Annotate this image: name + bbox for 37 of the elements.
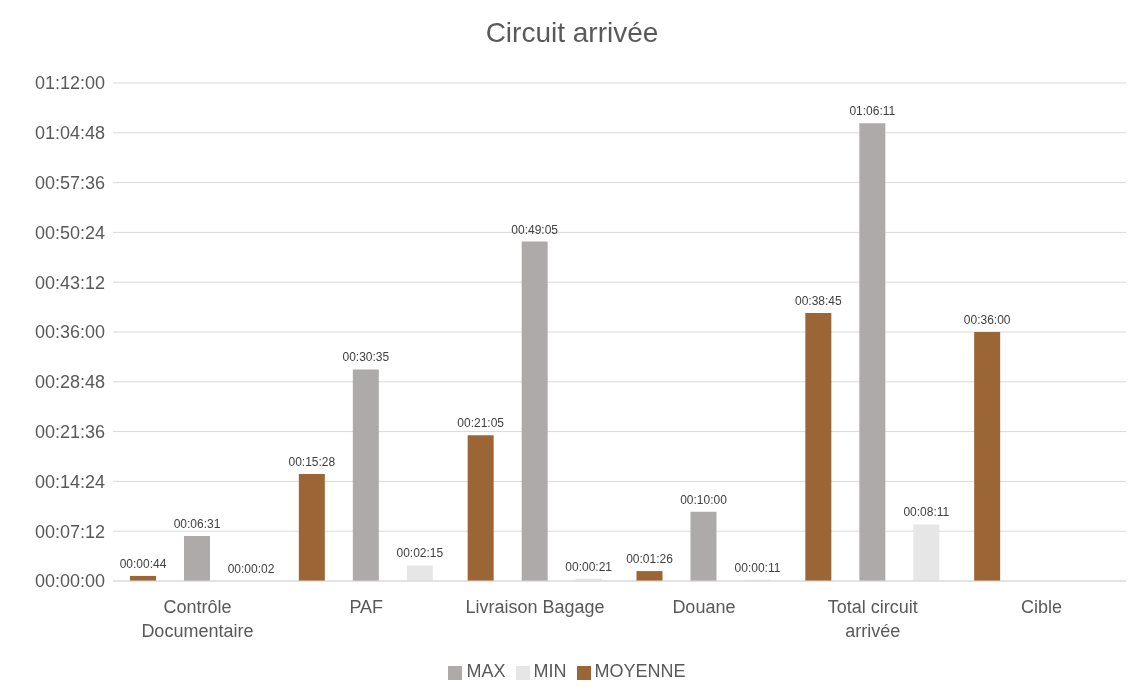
y-tick-label: 00:00:00 — [34, 571, 105, 592]
y-tick-label: 01:12:00 — [34, 73, 105, 94]
x-tick-label: Contrôle Documentaire — [141, 597, 254, 641]
data-label: 00:49:05 — [511, 222, 559, 237]
data-label: 00:38:45 — [794, 293, 843, 308]
data-label: 00:30:35 — [342, 350, 390, 365]
data-label: 00:08:11 — [903, 505, 950, 520]
data-label: 00:01:26 — [626, 552, 674, 567]
legend-label: MOYENNE — [594, 661, 686, 681]
y-tick-label: 00:21:36 — [34, 421, 105, 442]
data-label: 00:00:44 — [119, 556, 167, 571]
y-tick-label: 00:28:48 — [34, 372, 105, 393]
data-label: 00:00:21 — [565, 559, 613, 574]
legend-label: MAX — [466, 661, 506, 681]
chart-title: Circuit arrivée — [484, 16, 660, 50]
data-label: 00:15:28 — [288, 455, 336, 470]
y-tick-label: 00:50:24 — [34, 222, 105, 243]
x-tick-label: Livraison Bagage — [465, 597, 605, 618]
y-tick-label: 00:36:00 — [34, 322, 105, 343]
data-label: 00:02:15 — [396, 546, 444, 561]
y-tick-label: 00:07:12 — [34, 521, 105, 542]
data-label: 00:10:00 — [680, 492, 728, 507]
y-tick-label: 01:04:48 — [34, 123, 105, 144]
data-label: 01:06:11 — [849, 104, 896, 119]
y-tick-label: 00:43:12 — [34, 272, 105, 293]
x-tick-label: Total circuit arrivée — [827, 597, 918, 641]
data-label: 00:21:05 — [457, 416, 505, 431]
y-tick-label: 00:57:36 — [34, 172, 105, 193]
x-tick-label: Douane — [672, 597, 736, 618]
data-label: 00:00:11 — [734, 560, 781, 575]
x-tick-label: PAF — [349, 597, 384, 618]
data-label: 00:00:02 — [227, 561, 275, 576]
data-label: 00:06:31 — [173, 516, 221, 531]
legend-label: MIN — [533, 661, 567, 681]
y-tick-label: 00:14:24 — [34, 471, 105, 492]
data-label: 00:36:00 — [963, 313, 1011, 327]
x-tick-label: Cible — [1021, 597, 1063, 618]
